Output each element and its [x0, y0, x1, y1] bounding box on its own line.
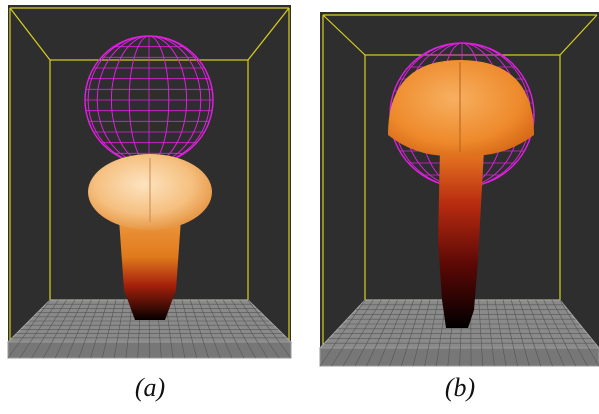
panel-label: (a)	[135, 373, 165, 402]
figure: (a) (b)	[0, 0, 599, 414]
panel-b	[320, 12, 599, 366]
panel-a	[8, 5, 291, 358]
wire-sphere	[85, 36, 213, 164]
panel-label: (b)	[445, 373, 475, 402]
page: (a) (b) (() => { const data = JSON.parse…	[0, 0, 599, 414]
